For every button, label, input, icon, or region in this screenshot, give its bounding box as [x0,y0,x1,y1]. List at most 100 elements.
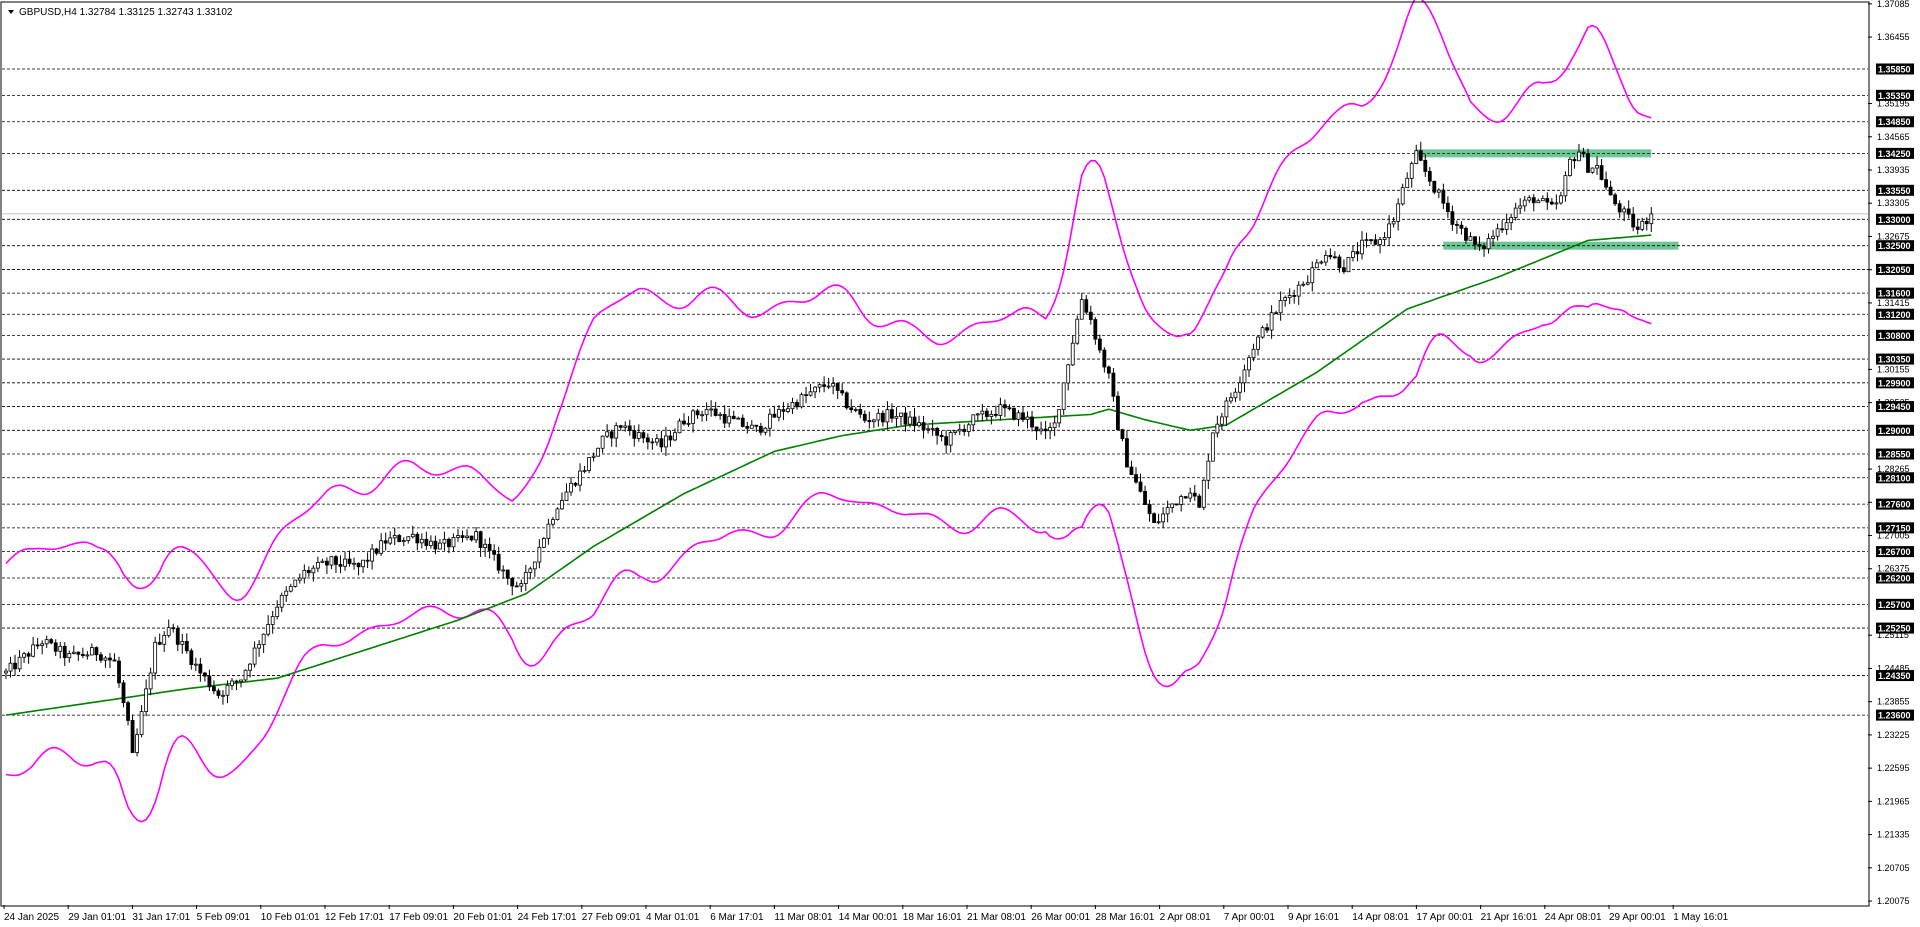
candle [1608,180,1613,196]
candle [1536,198,1541,204]
candle [921,415,926,439]
y-tick-label: 1.26375 [1877,564,1910,574]
candle [840,383,845,396]
candle [1292,289,1297,304]
candle [44,635,49,648]
level-price-label: 1.30350 [1876,353,1914,365]
candle [230,678,234,690]
candle [35,637,40,650]
candle [325,557,329,574]
candle [1066,363,1071,391]
candle [284,586,289,602]
candle [519,579,524,593]
candle [1260,325,1265,339]
x-tick-label: 6 Mar 17:01 [710,912,764,923]
candle [365,552,370,569]
candle [1595,156,1599,176]
candle [673,428,677,442]
svg-text:1.28100: 1.28100 [1878,473,1911,483]
y-tick-label: 1.32675 [1877,231,1910,241]
candle [989,410,994,425]
candle [487,537,492,559]
candle [944,430,949,454]
candle [591,452,596,462]
level-price-label: 1.31600 [1876,287,1914,299]
candle [1129,460,1134,476]
candle [962,424,967,436]
candle [221,690,225,705]
candle [1075,315,1080,345]
candle [1441,183,1446,210]
dropdown-triangle-icon[interactable] [8,10,14,14]
candle [731,410,736,420]
candle [374,547,379,556]
candle [1147,499,1152,522]
time-axis[interactable]: 24 Jan 2025 29 Jan 01:01 31 Jan 17:01 5 Feb… [3,905,1729,923]
candle [876,408,881,427]
candle [415,531,420,551]
candle [541,537,546,549]
candle [718,411,723,420]
candle [835,383,840,400]
candle [58,641,63,659]
candle [1247,354,1251,377]
x-tick-label: 12 Feb 17:01 [325,912,384,923]
svg-text:1.29900: 1.29900 [1878,378,1911,388]
candle [528,566,533,580]
candle [1418,141,1423,162]
candle [406,536,411,544]
candle [1152,512,1156,524]
candle [546,518,551,545]
candle [1491,230,1495,246]
candle [1495,223,1500,241]
sr-zone-1[interactable] [1443,241,1679,250]
price-axis[interactable]: 1.37085 1.36455 1.35195 1.34565 1.33935 1.333… [1868,0,1914,906]
level-price-label: 1.30800 [1876,329,1914,341]
candle [270,610,275,634]
candle [496,546,501,574]
candle [564,483,569,502]
candle [984,407,989,421]
candle [1558,191,1563,205]
level-price-label: 1.35350 [1876,89,1914,101]
y-tick-label: 1.23225 [1877,730,1910,740]
candle [1238,376,1242,401]
candle [1219,412,1224,431]
candle [424,531,429,550]
y-tick-label: 1.21965 [1877,796,1910,806]
plot-frame [0,1,1870,907]
candle [885,401,890,430]
candle [212,680,216,695]
candle [880,410,885,427]
candle [849,399,854,413]
svg-text:1.30350: 1.30350 [1878,355,1911,365]
candle [198,657,203,682]
candle [184,633,189,654]
candle [1513,202,1518,221]
candle [1319,260,1324,265]
candle [465,529,469,541]
candle [1305,275,1310,286]
candle [659,430,664,453]
candle [600,435,605,454]
candle [338,555,343,574]
bollinger-bands [5,0,1652,823]
candle [1445,196,1450,218]
candle [1577,143,1581,162]
candle [67,650,72,663]
svg-text:1.31600: 1.31600 [1878,289,1911,299]
svg-text:1.32500: 1.32500 [1878,241,1911,251]
candle [677,418,682,434]
x-tick-label: 31 Jan 17:01 [132,912,190,923]
candle [428,535,433,549]
level-price-label: 1.26200 [1876,572,1914,584]
candle [1242,364,1247,393]
y-tick-label: 1.27005 [1877,531,1910,541]
candle [1332,251,1337,259]
svg-text:1.29000: 1.29000 [1878,426,1911,436]
candle [53,639,58,657]
candle [1450,205,1455,231]
candle [917,415,921,428]
